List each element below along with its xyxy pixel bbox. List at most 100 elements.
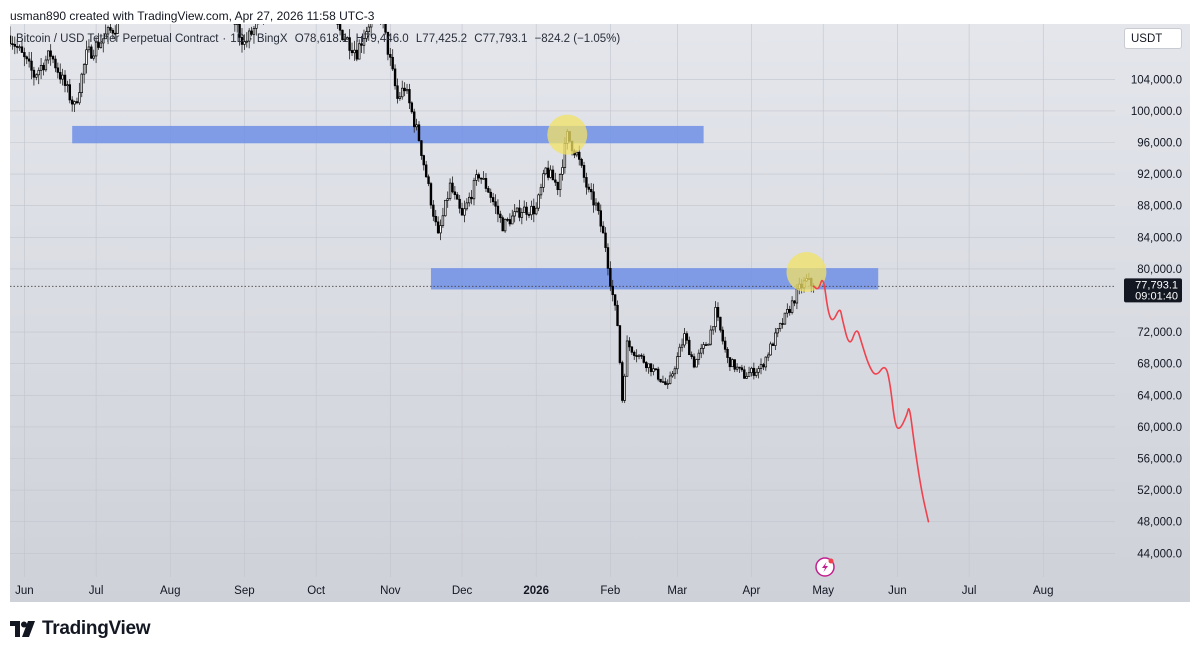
currency-unit-button[interactable]: USDT (1124, 28, 1182, 49)
candle-body (80, 73, 83, 93)
candle-body (633, 351, 636, 356)
candle-body (532, 205, 536, 215)
price-zone-rect (72, 125, 704, 144)
candle-body (771, 343, 775, 346)
candle-body (398, 96, 402, 99)
last-price-badge: 77,793.109:01:40 (1124, 278, 1182, 303)
candle-body (640, 354, 643, 357)
symbol-name[interactable]: Bitcoin / USD Tether Perpetual Contract (16, 33, 219, 45)
candle-body (707, 343, 710, 346)
x-tick-label: Aug (160, 585, 180, 597)
symbol-header: Bitcoin / USD Tether Perpetual Contract ·… (16, 33, 621, 45)
open-value: O78,618.1 (294, 33, 349, 45)
candle-body (597, 202, 600, 212)
grid-lines (10, 24, 1115, 577)
candle-body (56, 67, 60, 73)
candle-body (585, 177, 588, 188)
candle-body (649, 363, 653, 372)
highlight-circles (547, 114, 827, 293)
candle-body (384, 24, 387, 33)
forecast-drawing (812, 279, 930, 523)
candle-body (357, 43, 361, 60)
candle-body (458, 198, 461, 209)
candle-body (427, 176, 430, 184)
candle-body (793, 300, 796, 304)
price-badge-bg (1124, 278, 1182, 303)
candle-body (463, 208, 466, 216)
x-tick-label: Aug (1033, 585, 1053, 597)
x-tick-label: Jun (888, 585, 907, 597)
candle-body (766, 354, 770, 358)
candle-body (618, 325, 622, 363)
candle-body (436, 221, 440, 234)
candle-body (78, 92, 81, 104)
tradingview-logo[interactable]: TradingView (10, 618, 151, 640)
candle-body (628, 340, 631, 348)
candle-body (592, 191, 595, 206)
candle-body (731, 359, 734, 368)
candle-body (544, 167, 547, 175)
candle-body (10, 35, 12, 44)
logo-text: TradingView (42, 618, 151, 639)
x-tick-label: Jul (89, 585, 104, 597)
price-zone-rect (430, 268, 879, 290)
candle-body (733, 359, 736, 370)
candle-body (51, 56, 55, 60)
candle-body (556, 181, 559, 191)
candle-body (728, 357, 732, 368)
candle-body (680, 344, 684, 348)
y-tick-label: 84,000.0 (1137, 232, 1182, 244)
x-tick-label: Dec (452, 585, 473, 597)
candle-body (611, 285, 614, 296)
candle-body (534, 207, 538, 215)
candle-body (695, 359, 698, 368)
candle-body (630, 346, 634, 353)
candle-body (645, 362, 648, 369)
candle-body (747, 372, 751, 377)
candle-body (549, 169, 552, 178)
candle-body (719, 316, 722, 331)
candle-body (456, 194, 459, 200)
candle-body (692, 356, 696, 368)
candle-body (778, 323, 782, 330)
candle-body (30, 60, 33, 71)
candle-body (489, 191, 492, 198)
candle-body (360, 43, 363, 46)
candle-body (47, 50, 50, 61)
bolt-glyph (822, 562, 828, 572)
candle-body (525, 206, 528, 215)
candle-body (745, 376, 748, 379)
candle-body (482, 178, 485, 180)
candle-body (601, 225, 605, 234)
candle-body (42, 64, 45, 71)
candle-body (654, 368, 657, 371)
candle-body (49, 50, 52, 57)
candle-body (355, 49, 359, 60)
candle-body (13, 43, 16, 47)
candle-body (367, 26, 370, 33)
candle-body (63, 74, 67, 86)
candle-body (410, 102, 414, 113)
candle-body (432, 204, 435, 217)
candle-body (20, 46, 24, 53)
y-tick-label: 56,000.0 (1137, 454, 1182, 466)
candle-body (393, 68, 397, 87)
x-tick-label: Sep (234, 585, 254, 597)
candle-body (594, 202, 598, 206)
candle-body (604, 232, 607, 248)
candle-body (468, 196, 471, 204)
candle-body (786, 308, 789, 314)
candle-body (39, 64, 43, 71)
candle-body (236, 24, 239, 25)
candle-body (252, 28, 256, 35)
candle-body (429, 183, 433, 206)
price-chart[interactable]: 104,000.0 100,000.0 96,000.0 92,000.0 88,000… (10, 24, 1190, 602)
high-value: H79,446.0 (355, 33, 409, 45)
chart-area[interactable]: 104,000.0 100,000.0 96,000.0 92,000.0 88,000… (10, 24, 1190, 602)
candle-body (503, 218, 507, 232)
interval[interactable]: 1D (230, 33, 245, 45)
candle-body (346, 37, 349, 40)
x-tick-label: Mar (667, 585, 687, 597)
candle-body (776, 328, 779, 334)
candle-body (245, 40, 248, 43)
